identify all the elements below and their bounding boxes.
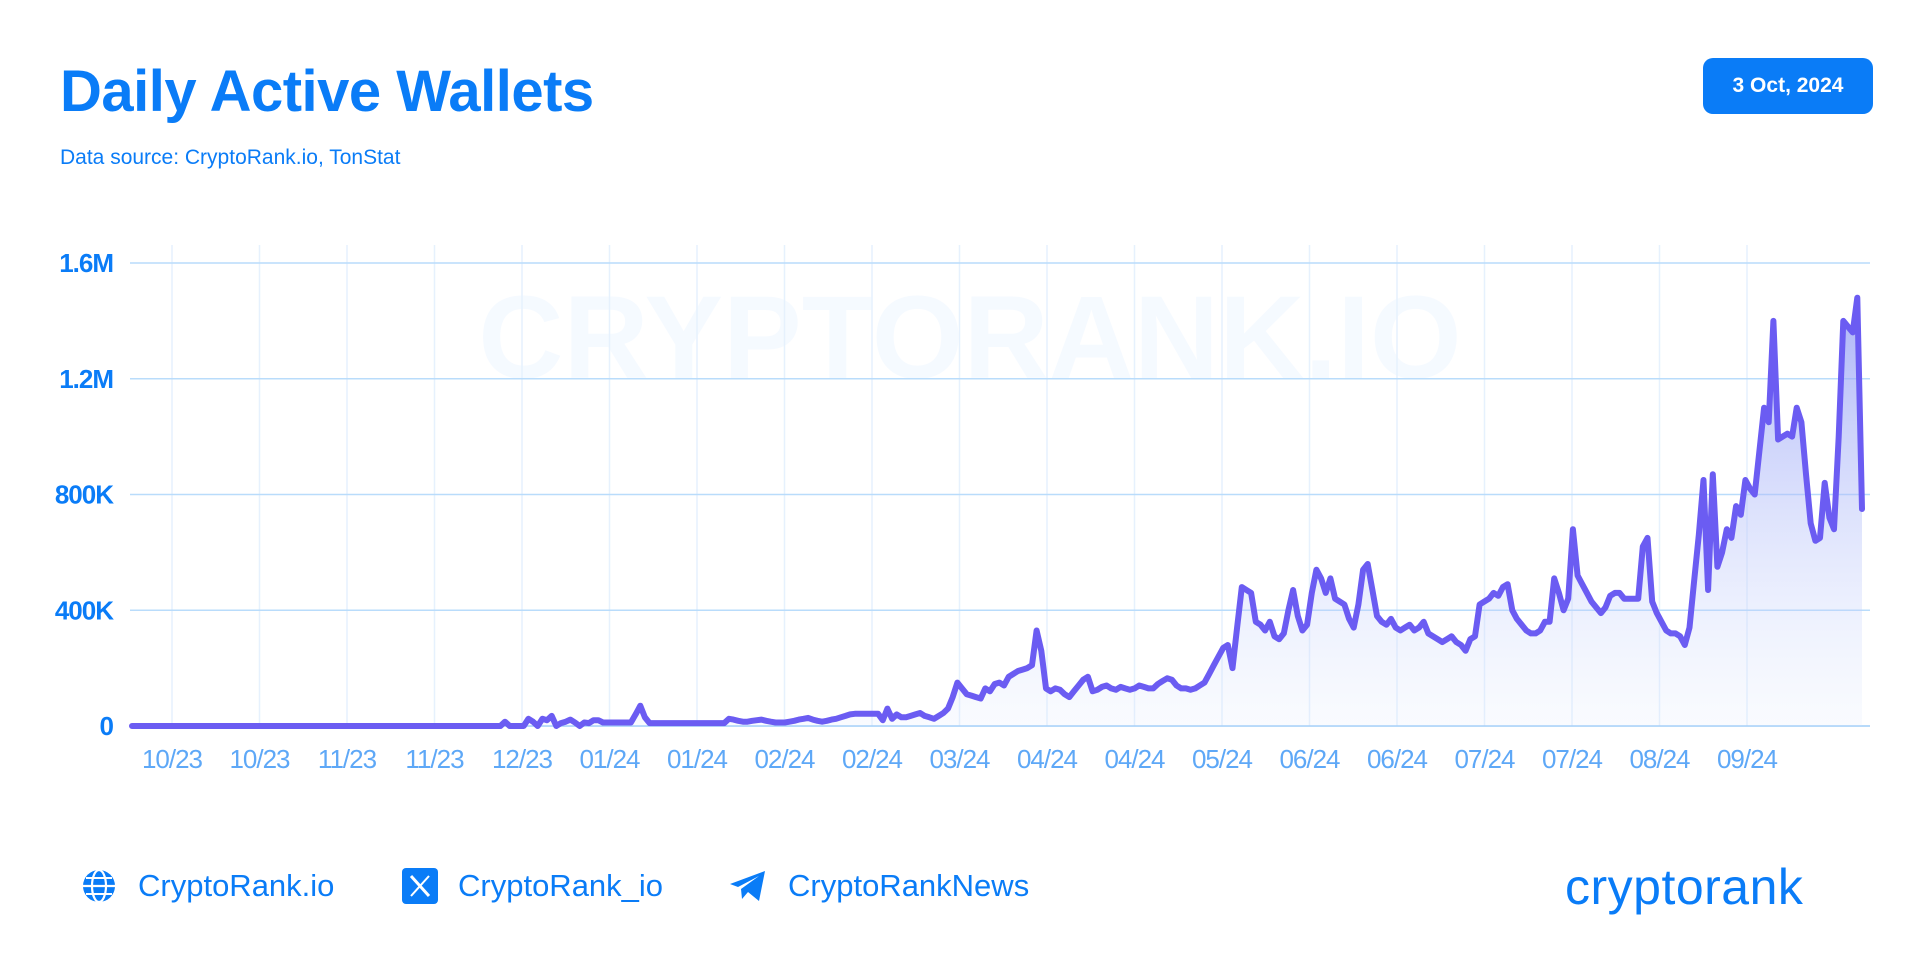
x-tick-label: 06/24: [1367, 744, 1428, 774]
cryptorank-logo: cryptorank: [1565, 859, 1804, 915]
x-tick-label: 11/23: [405, 744, 464, 774]
x-tick-label: 02/24: [754, 744, 815, 774]
x-tick-label: 01/24: [667, 744, 728, 774]
x-tick-label: 10/23: [229, 744, 290, 774]
y-tick-label: 400K: [55, 595, 114, 625]
x-tick-label: 05/24: [1192, 744, 1253, 774]
x-tick-label: 04/24: [1104, 744, 1165, 774]
x-tick-label: 10/23: [142, 744, 203, 774]
x-tick-label: 06/24: [1279, 744, 1340, 774]
y-tick-label: 0: [100, 711, 114, 741]
footer-website[interactable]: CryptoRank.io: [80, 866, 334, 906]
y-tick-label: 800K: [55, 480, 114, 510]
footer-website-label: CryptoRank.io: [138, 868, 335, 903]
x-tick-label: 09/24: [1717, 744, 1778, 774]
footer-twitter[interactable]: CryptoRank_io: [402, 866, 663, 906]
x-tick-label: 03/24: [929, 744, 990, 774]
x-tick-label: 02/24: [842, 744, 903, 774]
series-line: [129, 294, 1865, 729]
series-area-fill: [132, 297, 1862, 726]
watermark: CRYPTORANK.IO: [478, 272, 1461, 404]
telegram-icon: [730, 871, 765, 901]
y-tick-label: 1.2M: [59, 364, 113, 394]
y-axis-tick-labels: 0 400K 800K 1.2M 1.6M: [55, 248, 115, 741]
footer-telegram-label: CryptoRankNews: [788, 868, 1030, 903]
date-badge: 3 Oct, 2024: [1703, 58, 1873, 114]
x-tick-label: 11/23: [318, 744, 377, 774]
y-tick-label: 1.6M: [59, 248, 113, 278]
vertical-gridlines: [171, 245, 1748, 726]
x-twitter-icon: [402, 868, 438, 904]
footer-twitter-label: CryptoRank_io: [458, 868, 664, 903]
x-tick-label: 07/24: [1454, 744, 1515, 774]
globe-icon: [83, 868, 115, 904]
x-tick-label: 08/24: [1629, 744, 1690, 774]
x-tick-label: 01/24: [579, 744, 640, 774]
data-source-caption: Data source: CryptoRank.io, TonStat: [60, 146, 401, 169]
x-axis-tick-labels: 10/23 10/23 11/23 11/23 12/23 01/24 01/24 02/24…: [142, 744, 1779, 774]
footer-telegram[interactable]: CryptoRankNews: [728, 866, 1029, 906]
x-tick-label: 12/23: [492, 744, 553, 774]
x-tick-label: 07/24: [1542, 744, 1603, 774]
x-tick-label: 04/24: [1017, 744, 1078, 774]
chart-title: Daily Active Wallets: [60, 59, 594, 124]
